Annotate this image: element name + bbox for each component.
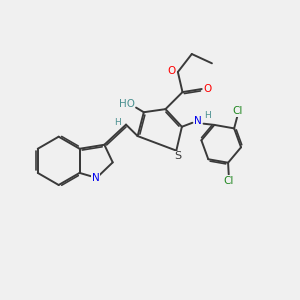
Text: O: O	[167, 66, 176, 76]
Text: O: O	[203, 84, 212, 94]
Text: Cl: Cl	[224, 176, 234, 186]
Text: H: H	[114, 118, 121, 127]
Text: H: H	[205, 110, 211, 119]
Text: S: S	[174, 151, 182, 161]
Text: HO: HO	[119, 100, 135, 110]
Text: N: N	[194, 116, 202, 126]
Text: N: N	[92, 173, 100, 183]
Text: Cl: Cl	[232, 106, 242, 116]
